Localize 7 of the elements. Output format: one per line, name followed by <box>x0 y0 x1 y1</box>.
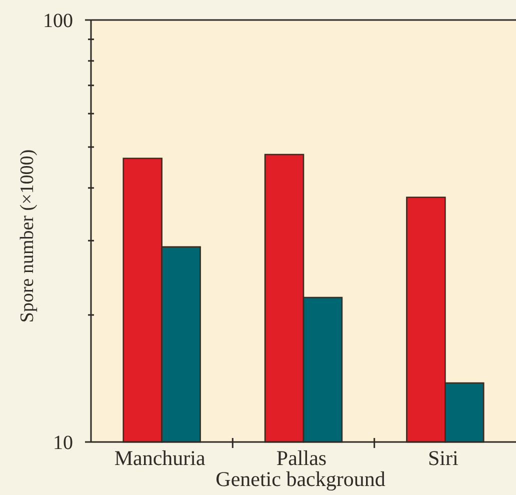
x-tick-label: Pallas <box>276 446 327 470</box>
y-tick-label: 100 <box>43 10 73 32</box>
x-tick-label: Siri <box>428 446 458 470</box>
y-tick-label: 10 <box>53 432 73 454</box>
y-axis-title: Spore number (×1000) <box>17 149 38 323</box>
x-tick-label: Manchuria <box>114 446 206 470</box>
x-axis-title: Genetic background <box>216 467 386 491</box>
